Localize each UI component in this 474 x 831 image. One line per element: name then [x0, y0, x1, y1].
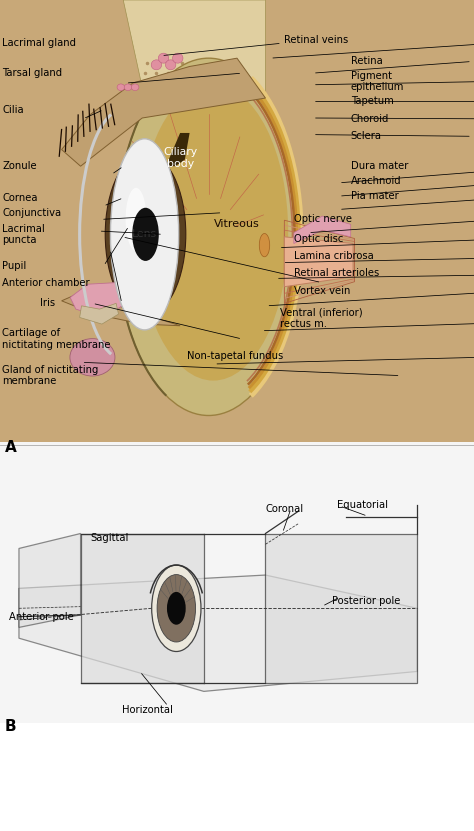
Text: Non-tapetal fundus: Non-tapetal fundus — [187, 351, 283, 361]
Polygon shape — [123, 0, 265, 104]
Text: Pupil: Pupil — [2, 261, 27, 271]
Polygon shape — [80, 303, 118, 324]
Polygon shape — [62, 293, 180, 326]
Polygon shape — [19, 534, 81, 627]
Ellipse shape — [173, 53, 183, 63]
Text: Vortex vein: Vortex vein — [294, 286, 350, 296]
Polygon shape — [70, 283, 122, 317]
FancyBboxPatch shape — [0, 442, 474, 723]
FancyBboxPatch shape — [0, 0, 474, 445]
Text: Pigment
epithelium: Pigment epithelium — [351, 71, 404, 92]
Text: Zonule: Zonule — [2, 161, 37, 171]
Polygon shape — [284, 237, 353, 287]
Text: Cilia: Cilia — [2, 105, 24, 115]
Circle shape — [167, 592, 186, 625]
Ellipse shape — [165, 60, 176, 70]
Text: Retina: Retina — [351, 57, 383, 66]
Ellipse shape — [70, 339, 115, 376]
Text: Pia mater: Pia mater — [351, 191, 399, 201]
Circle shape — [157, 574, 196, 642]
Ellipse shape — [151, 60, 162, 70]
Ellipse shape — [105, 153, 186, 316]
Polygon shape — [166, 133, 190, 166]
Ellipse shape — [259, 234, 270, 257]
Text: Optic nerve: Optic nerve — [294, 214, 352, 224]
Polygon shape — [62, 58, 265, 166]
Ellipse shape — [116, 58, 301, 416]
Ellipse shape — [117, 84, 125, 91]
Text: Lamina cribrosa: Lamina cribrosa — [294, 251, 374, 261]
Polygon shape — [265, 534, 417, 683]
Text: B: B — [5, 719, 17, 734]
Text: Cornea: Cornea — [2, 193, 38, 203]
Polygon shape — [81, 534, 204, 683]
Ellipse shape — [124, 84, 132, 91]
Text: Tapetum: Tapetum — [351, 96, 393, 106]
Text: Retinal arterioles: Retinal arterioles — [294, 268, 379, 278]
Text: Sagittal: Sagittal — [90, 534, 128, 543]
Text: Conjunctiva: Conjunctiva — [2, 208, 62, 218]
Text: Cartilage of
nictitating membrane: Cartilage of nictitating membrane — [2, 328, 111, 350]
Text: Posterior pole: Posterior pole — [332, 596, 400, 606]
Text: Horizontal: Horizontal — [121, 705, 173, 715]
Ellipse shape — [126, 188, 146, 251]
Ellipse shape — [110, 139, 179, 330]
Text: Sclera: Sclera — [351, 131, 382, 141]
Text: Lacrimal
puncta: Lacrimal puncta — [2, 224, 45, 245]
Text: Coronal: Coronal — [265, 504, 303, 514]
Circle shape — [152, 565, 201, 652]
Text: Gland of nictitating
membrane: Gland of nictitating membrane — [2, 365, 99, 386]
Text: Lacrimal gland: Lacrimal gland — [2, 38, 76, 48]
Text: Lens: Lens — [132, 229, 157, 239]
Ellipse shape — [158, 53, 169, 63]
Ellipse shape — [138, 85, 288, 381]
Polygon shape — [294, 216, 351, 243]
Text: A: A — [5, 440, 17, 455]
Text: Ciliary
body: Ciliary body — [163, 147, 197, 169]
Text: Vitreous: Vitreous — [214, 219, 260, 229]
Ellipse shape — [132, 208, 159, 261]
Text: Anterior pole: Anterior pole — [9, 612, 74, 622]
Polygon shape — [19, 575, 417, 691]
Text: Retinal veins: Retinal veins — [284, 35, 349, 45]
Ellipse shape — [131, 84, 139, 91]
Text: Equatorial: Equatorial — [337, 500, 388, 510]
Text: Ventral (inferior)
rectus m.: Ventral (inferior) rectus m. — [280, 307, 362, 329]
Text: Tarsal gland: Tarsal gland — [2, 68, 63, 78]
Text: Choroid: Choroid — [351, 114, 389, 124]
Text: Arachnoid: Arachnoid — [351, 176, 401, 186]
Text: Anterior chamber: Anterior chamber — [2, 278, 90, 288]
Text: Optic disc: Optic disc — [294, 234, 343, 244]
Text: Dura mater: Dura mater — [351, 161, 408, 171]
Text: Iris: Iris — [40, 298, 55, 308]
